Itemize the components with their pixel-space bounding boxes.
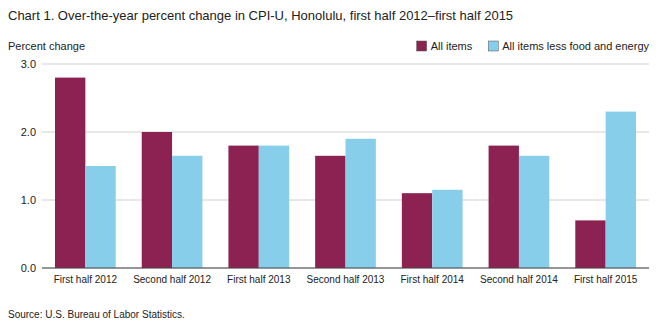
y-tick-label: 3.0 — [21, 58, 36, 70]
legend-swatch — [488, 41, 498, 51]
y-axis-label: Percent change — [8, 40, 85, 52]
legend-label: All items less food and energy — [502, 40, 649, 52]
x-tick-label: Second half 2012 — [133, 274, 211, 285]
bar — [172, 156, 202, 268]
bar — [346, 139, 376, 268]
bar — [315, 156, 345, 268]
x-tick-label: Second half 2013 — [307, 274, 385, 285]
legend: All items All items less food and energy — [417, 40, 650, 52]
title: Chart 1. Over-the-year percent change in… — [8, 8, 513, 23]
grid-line — [42, 64, 649, 65]
y-tick-label: 0.0 — [21, 262, 36, 274]
y-tick-label: 2.0 — [21, 126, 36, 138]
y-tick-label: 1.0 — [21, 194, 36, 206]
bars — [55, 78, 636, 268]
x-tick-label: First half 2014 — [401, 274, 465, 285]
bar — [432, 190, 462, 268]
bar — [55, 78, 85, 268]
grid — [42, 64, 649, 268]
bar — [228, 146, 258, 268]
legend-label: All items — [431, 40, 473, 52]
grid-line — [42, 268, 649, 269]
bar — [259, 146, 289, 268]
bar — [142, 132, 172, 268]
chart: Chart 1. Over-the-year percent change in… — [0, 0, 659, 326]
bar — [519, 156, 549, 268]
x-tick-label: First half 2013 — [227, 274, 291, 285]
source-note: Source: U.S. Bureau of Labor Statistics. — [8, 309, 185, 320]
bar — [489, 146, 519, 268]
x-tick-label: Second half 2014 — [480, 274, 558, 285]
bar — [402, 193, 432, 268]
bar — [606, 112, 636, 268]
grid-line — [42, 132, 649, 133]
legend-swatch — [417, 41, 427, 51]
x-tick-label: First half 2015 — [574, 274, 638, 285]
bar — [575, 220, 605, 268]
x-axis-line — [42, 268, 649, 269]
bar — [85, 166, 115, 268]
x-tick-label: First half 2012 — [54, 274, 118, 285]
